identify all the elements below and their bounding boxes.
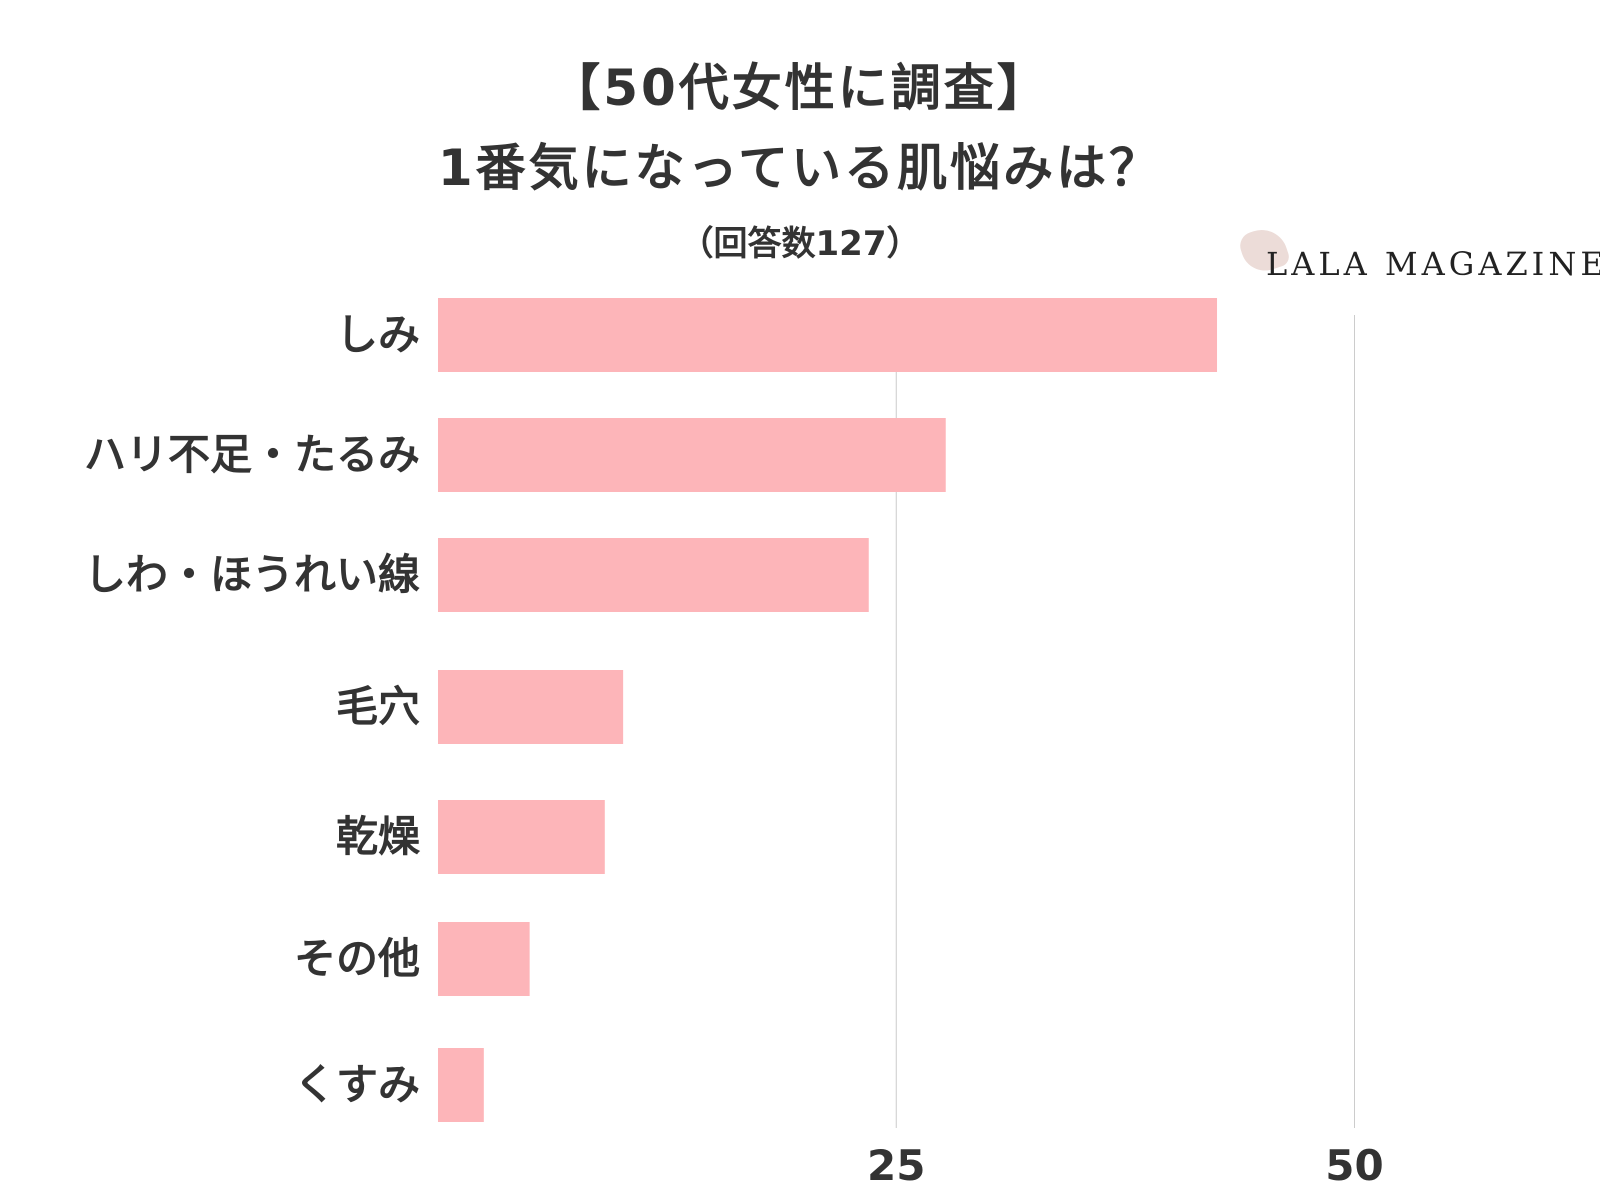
- logo-text: LALA MAGAZINE: [1266, 245, 1600, 283]
- bar: [438, 298, 1218, 372]
- chart-title-block: 【50代女性に調査】 1番気になっている肌悩みは？ （回答数127）: [0, 48, 1600, 272]
- category-label: 毛穴: [336, 682, 420, 731]
- chart-title-line-1: 【50代女性に調査】: [550, 59, 1050, 117]
- category-label: しわ・ほうれい線: [84, 550, 420, 599]
- chart-title-line-2: 1番気になっている肌悩みは？: [437, 139, 1163, 197]
- x-tick-label: 25: [867, 1141, 925, 1190]
- bar: [438, 922, 530, 996]
- x-tick-label: 50: [1325, 1141, 1383, 1190]
- bar: [438, 418, 946, 492]
- category-label: 乾燥: [336, 812, 421, 861]
- x-tick-labels: 25 50: [867, 1141, 1384, 1190]
- category-label: その他: [294, 934, 420, 983]
- bar: [438, 538, 869, 612]
- category-label: くすみ: [294, 1060, 420, 1109]
- bars: [438, 298, 1218, 1122]
- bar: [438, 800, 605, 874]
- bar: [438, 1048, 484, 1122]
- category-label: しみ: [336, 310, 420, 359]
- chart-subtitle: （回答数127）: [679, 224, 921, 264]
- bar: [438, 670, 624, 744]
- category-label: ハリ不足・たるみ: [84, 430, 420, 479]
- grid-lines: [895, 315, 1355, 1128]
- brand-logo: LALA MAGAZINE: [1236, 223, 1600, 285]
